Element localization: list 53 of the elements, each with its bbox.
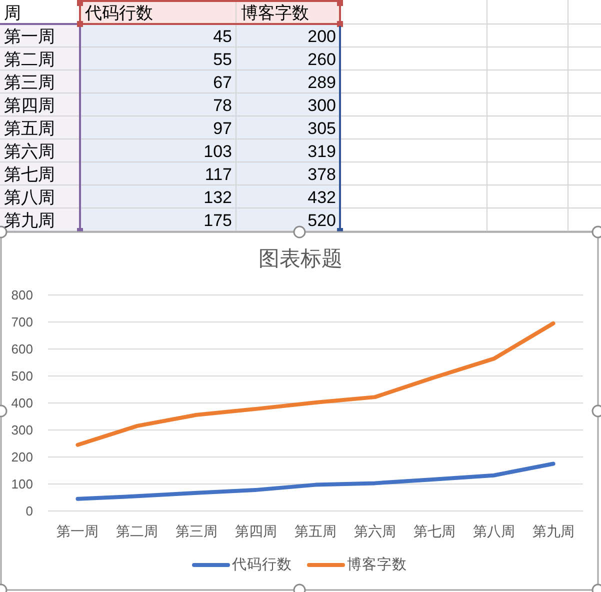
data-label: 67 (213, 73, 232, 92)
data-label: 117 (204, 165, 232, 184)
data-label: 175 (204, 211, 232, 230)
category-label: 第九周 (4, 211, 55, 230)
x-tick-label: 第一周 (56, 523, 99, 539)
category-label: 第八周 (4, 188, 55, 207)
line-series (76, 462, 556, 501)
category-label: 第六周 (4, 142, 55, 161)
data-label: 300 (308, 96, 336, 115)
data-label: 432 (308, 188, 336, 207)
category-label: 第二周 (4, 50, 55, 69)
data-label: 78 (213, 96, 232, 115)
category-label: 第三周 (4, 73, 55, 92)
data-label: 520 (308, 211, 336, 230)
category-label: 第一周 (4, 27, 55, 46)
y-tick-label: 300 (11, 422, 33, 438)
x-tick-label: 第九周 (532, 523, 574, 539)
y-tick-label: 800 (11, 288, 33, 302)
data-label: 319 (308, 142, 336, 161)
y-tick-label: 500 (11, 368, 33, 384)
x-tick-label: 第五周 (294, 523, 336, 539)
x-tick-label: 第八周 (472, 523, 515, 539)
x-tick-label: 第二周 (116, 523, 158, 539)
y-tick-label: 400 (11, 396, 33, 410)
data-label: 260 (308, 50, 336, 69)
chart-title: 图表标题 (258, 248, 342, 270)
y-tick-label: 100 (11, 476, 33, 492)
y-tick-label: 0 (26, 504, 33, 518)
category-label: 第四周 (4, 96, 55, 115)
x-tick-label: 第六周 (354, 523, 396, 539)
x-tick-label: 第三周 (176, 523, 218, 539)
data-label: 378 (308, 165, 336, 184)
data-label: 289 (308, 73, 336, 92)
text: 博客字数 (241, 4, 309, 22)
category-label: 第七周 (4, 165, 55, 184)
text: 周 (4, 4, 21, 22)
legend-label: 博客字数 (347, 556, 407, 573)
data-label: 305 (308, 119, 336, 138)
data-label: 97 (213, 119, 232, 138)
data-label: 132 (204, 188, 232, 207)
line-series (76, 321, 556, 447)
series-label: 代码行数 (84, 4, 153, 22)
data-label: 103 (204, 142, 232, 161)
data-label: 200 (308, 27, 336, 46)
data-label: 45 (213, 27, 232, 46)
y-tick-label: 200 (11, 450, 33, 464)
y-tick-label: 600 (11, 342, 33, 356)
x-tick-label: 第四周 (235, 523, 278, 539)
category-label: 第五周 (4, 119, 55, 138)
legend-label: 代码行数 (231, 557, 292, 573)
y-tick-label: 700 (11, 314, 33, 330)
data-label: 55 (213, 50, 232, 69)
x-tick-label: 第七周 (413, 523, 456, 539)
